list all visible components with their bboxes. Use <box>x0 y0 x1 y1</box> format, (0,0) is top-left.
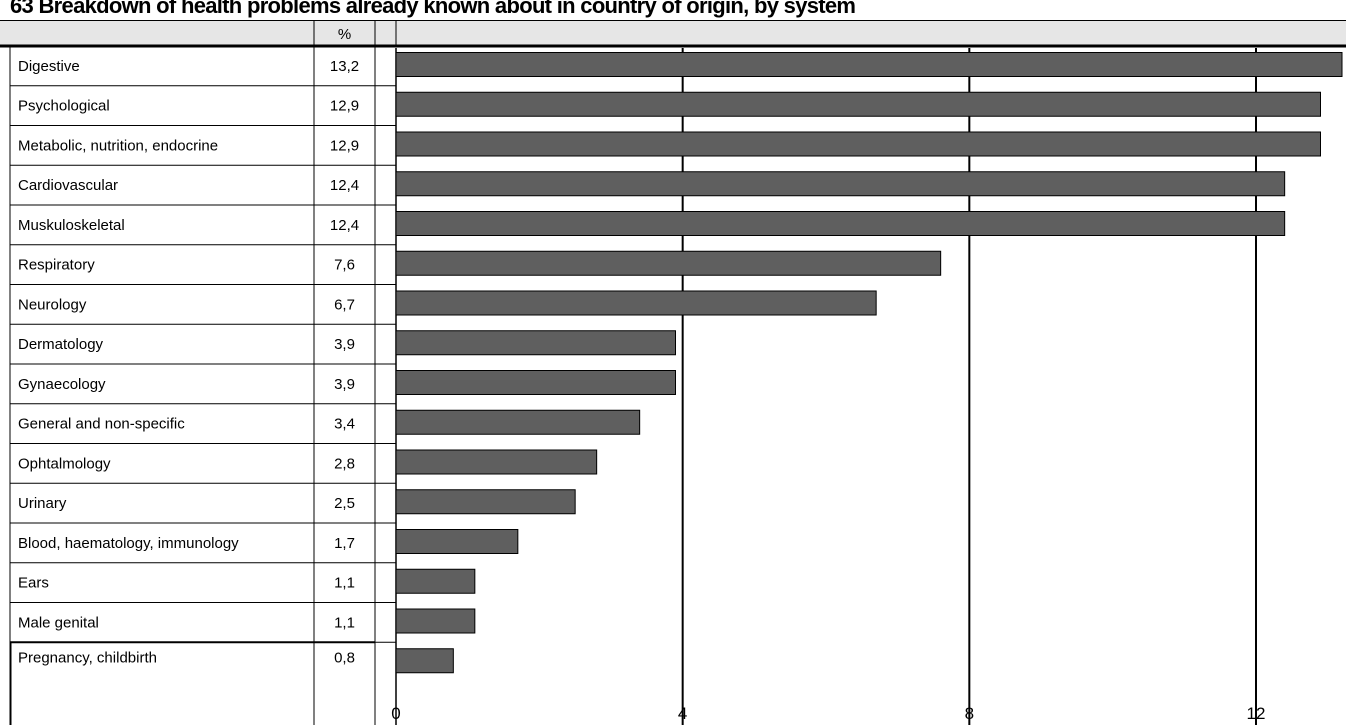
value-label: 3,9 <box>334 336 355 353</box>
value-label: 3,9 <box>334 376 355 393</box>
bar-psychological <box>395 91 1321 117</box>
header-background <box>0 20 1346 46</box>
value-label: 12,9 <box>330 98 359 115</box>
value-label: 12,9 <box>330 137 359 154</box>
bar-pregnancy-childbirth <box>395 648 454 674</box>
bar-dermatology <box>395 330 676 356</box>
value-label: 1,1 <box>334 614 355 631</box>
x-tick-label: 4 <box>678 704 687 723</box>
bar-urinary <box>395 489 576 515</box>
value-label: 1,7 <box>334 535 355 552</box>
table-background: % <box>0 20 1346 46</box>
x-axis-ticks: 0 4 8 12 <box>391 704 1265 723</box>
category-label: Cardiovascular <box>18 177 118 194</box>
value-label: 2,5 <box>334 495 355 512</box>
bar-cardiovascular <box>395 171 1286 197</box>
value-label: 6,7 <box>334 296 355 313</box>
bar-gynaecology <box>395 370 676 395</box>
bar-ophtalmology <box>395 449 598 475</box>
category-label: Gynaecology <box>18 376 106 393</box>
category-label: Pregnancy, childbirth <box>18 649 157 666</box>
category-label: Digestive <box>18 58 80 75</box>
value-label: 2,8 <box>334 455 355 472</box>
chart-title: 63 Breakdown of health problems already … <box>10 0 856 18</box>
bar-digestive <box>395 52 1343 77</box>
x-tick-label: 8 <box>965 704 974 723</box>
category-label: Male genital <box>18 614 99 631</box>
table-frame <box>0 20 1346 725</box>
bar-muskuloskeletal <box>395 211 1286 236</box>
x-tick-label: 0 <box>391 704 400 723</box>
category-label: Ophtalmology <box>18 455 111 472</box>
table-rows: Digestive 13,2 Psychological 12,9 Metabolic,… <box>10 58 396 666</box>
category-label: Muskuloskeletal <box>18 217 125 234</box>
bar-male-genital <box>395 608 476 634</box>
value-label: 13,2 <box>330 58 359 75</box>
category-label: Ears <box>18 575 49 592</box>
bar-blood-haematology-immunology <box>395 529 519 554</box>
value-label: 1,1 <box>334 575 355 592</box>
value-column-header: % <box>338 26 351 43</box>
category-label: Blood, haematology, immunology <box>18 535 239 552</box>
category-label: Urinary <box>18 495 67 512</box>
bar-general-and-non-specific <box>395 409 641 435</box>
category-label: Psychological <box>18 98 110 115</box>
bars <box>395 52 1343 674</box>
bar-respiratory <box>395 250 942 276</box>
category-label: Respiratory <box>18 257 95 274</box>
value-label: 0,8 <box>334 649 355 666</box>
category-label: General and non-specific <box>18 416 185 433</box>
value-label: 12,4 <box>330 217 359 234</box>
bar-ears <box>395 568 476 594</box>
bar-neurology <box>395 290 877 316</box>
category-label: Neurology <box>18 296 87 313</box>
value-label: 7,6 <box>334 257 355 274</box>
x-tick-label: 12 <box>1247 704 1266 723</box>
value-label: 3,4 <box>334 416 355 433</box>
category-label: Metabolic, nutrition, endocrine <box>18 137 218 154</box>
value-label: 12,4 <box>330 177 359 194</box>
category-label: Dermatology <box>18 336 104 353</box>
bar-metabolic-nutrition-endocrine <box>395 131 1321 157</box>
